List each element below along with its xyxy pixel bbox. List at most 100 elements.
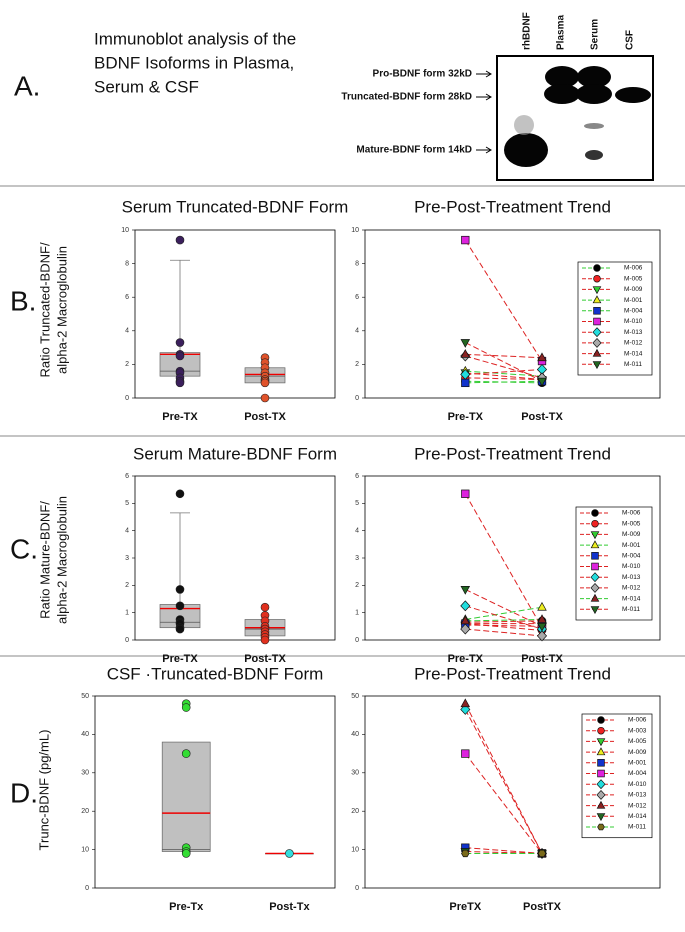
y-tick-label: 6 [125,294,129,301]
legend-label: M-009 [624,286,643,293]
legend-marker [597,823,605,831]
series-line [465,606,543,620]
x-tick-label: Post-TX [244,653,286,665]
data-point [460,703,471,715]
y-tick-label: 3 [355,555,359,562]
data-point [175,235,185,245]
x-tick-label: Post-TX [521,411,563,423]
y-tick-label: 2 [355,361,359,368]
data-point [181,703,191,712]
lane-label: Serum [590,19,601,50]
legend-label: M-005 [628,738,647,745]
plot-frame [364,695,661,889]
data-point [460,623,471,635]
series-line [465,847,543,854]
band [504,133,548,167]
series-line [465,355,543,379]
legend-marker [596,789,606,800]
chart-title: Serum Truncated-BDNF Form [122,197,349,216]
legend-marker [590,540,600,549]
data-point [461,489,470,498]
series-line [465,377,543,381]
y-tick-label: 6 [125,473,129,480]
data-point [175,351,185,361]
y-tick-label: 2 [355,582,359,589]
y-tick-label: 10 [351,227,359,234]
data-point [460,369,471,380]
data-point [175,378,185,388]
plot-frame [94,695,336,889]
x-tick-label: PreTX [449,901,481,913]
y-tick-label: 4 [355,528,359,535]
y-axis-label: alpha-2 Macroglobulin [54,246,69,374]
legend-marker [591,562,599,571]
data-point [537,352,547,362]
y-tick-label: 30 [351,770,359,777]
legend-label: M-012 [628,802,647,809]
legend-label: M-006 [628,717,647,724]
series-line [465,380,543,384]
legend-marker [592,348,602,357]
legend-label: M-001 [622,542,641,549]
legend-label: M-011 [628,824,646,831]
legend-marker [596,738,606,747]
x-tick-label: Post-TX [521,653,563,665]
series-line [465,368,543,375]
y-tick-label: 10 [121,227,129,234]
y-tick-label: 30 [81,770,89,777]
data-point [537,849,547,858]
y-tick-label: 10 [81,846,89,853]
y-tick-label: 0 [355,637,359,644]
x-tick-label: Pre-TX [448,653,484,665]
legend-marker [596,747,606,756]
legend-label: M-010 [622,563,641,570]
data-point [175,601,185,611]
legend-label: M-006 [624,265,643,272]
y-tick-label: 0 [85,885,89,892]
legend-marker [591,519,599,528]
x-tick-label: Pre-TX [162,653,198,665]
y-tick-label: 40 [351,731,359,738]
band-arrows [476,70,492,154]
data-point [461,235,470,245]
lane-label: CSF [625,30,636,50]
legend-label: M-004 [624,308,643,315]
chart-title: Pre-Post-Treatment Trend [414,664,611,683]
chart-title: Pre-Post-Treatment Trend [414,197,611,216]
legend-marker [593,317,601,326]
legend-marker [592,286,602,295]
y-tick-label: 8 [125,260,129,267]
y-axis-label: Ratio Truncated-BDNF/ [37,242,52,377]
y-tick-label: 5 [355,500,359,507]
series-line [465,353,543,359]
y-tick-label: 20 [81,808,89,815]
chart-title: Serum Mature-BDNF Form [133,444,337,463]
legend-label: M-005 [622,520,641,527]
legend-label: M-013 [628,792,647,799]
legend-marker [590,531,600,540]
panel-label: D. [10,777,38,808]
data-point [175,624,185,634]
series-line [465,370,543,377]
data-point [285,849,294,858]
blot-title: BDNF Isoforms in Plasma, [94,53,294,72]
band [514,115,534,135]
data-point [175,338,185,347]
data-point [175,489,185,499]
band-label: Truncated-BDNF form 28kD [341,92,472,103]
band [545,66,579,88]
y-tick-label: 50 [351,693,359,700]
legend-marker [593,264,601,272]
legend-marker [590,572,600,583]
legend-label: M-010 [624,318,643,325]
x-tick-label: Post-Tx [269,901,310,913]
band [544,84,580,104]
legend-marker [590,606,600,615]
y-tick-label: 10 [351,846,359,853]
y-tick-label: 4 [355,328,359,335]
legend-marker [596,813,606,822]
data-point [260,393,270,403]
series-line [464,239,543,362]
data-point [537,377,547,387]
